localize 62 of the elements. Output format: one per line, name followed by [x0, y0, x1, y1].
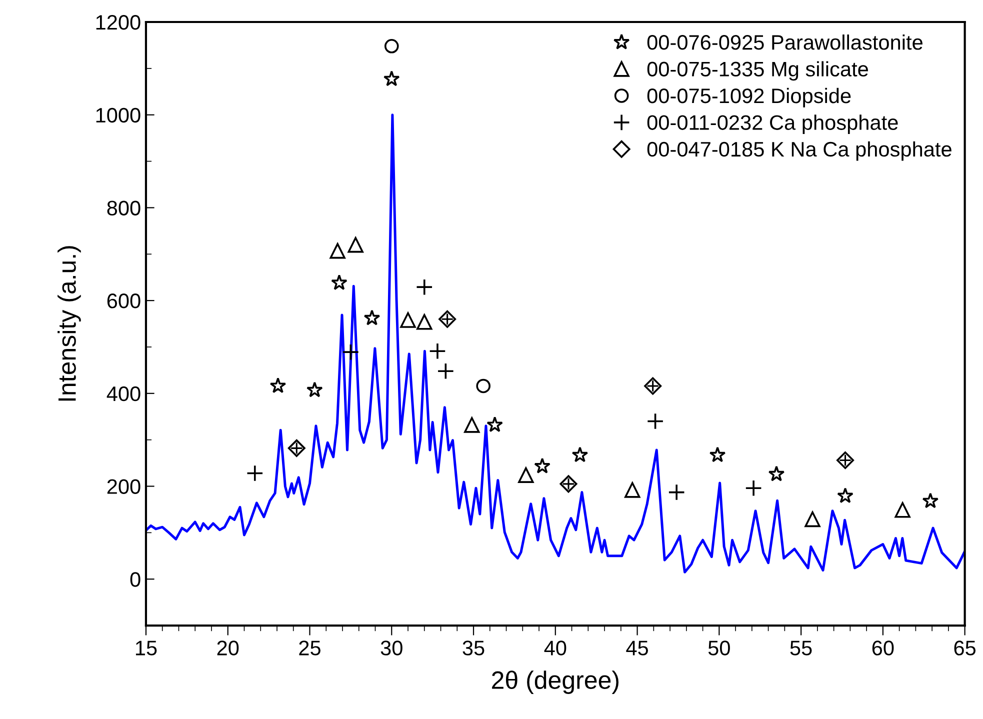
point: [768, 466, 785, 482]
point: [364, 310, 380, 326]
point: [560, 475, 578, 493]
point: [246, 464, 264, 482]
y-tick-label: 1200: [96, 15, 140, 30]
x-tick-label: 25: [299, 640, 320, 656]
point: [922, 492, 939, 508]
point: [270, 377, 286, 394]
point: [384, 38, 399, 54]
legend-label: 00-075-1335 Mg silicate: [647, 61, 868, 81]
point: [804, 511, 820, 528]
point: [836, 451, 854, 470]
point: [464, 417, 480, 433]
x-tick-label: 15: [136, 640, 157, 656]
x-tick-label: 40: [544, 640, 566, 656]
line-series: [146, 114, 965, 574]
x-tick-label: 65: [954, 640, 976, 656]
point: [416, 278, 433, 296]
y-tick-label: 0: [130, 572, 140, 587]
point: [331, 274, 348, 290]
point: [476, 378, 490, 394]
point: [400, 312, 416, 328]
y-tick-label: 200: [107, 479, 140, 494]
point: [416, 314, 432, 330]
point: [837, 487, 854, 504]
x-axis-title: 2θ (degree): [492, 670, 618, 694]
legend-label: 00-011-0232 Ca phosphate: [647, 114, 898, 134]
point: [306, 382, 323, 398]
legend-label: 00-075-1092 Diopside: [647, 88, 851, 108]
legend-label: 00-047-0185 K Na Ca phosphate: [647, 141, 952, 161]
x-tick-label: 35: [462, 640, 484, 656]
point: [646, 412, 664, 430]
point: [534, 458, 550, 474]
legend-label: 00-076-0925 Parawollastonite: [647, 34, 922, 50]
point: [486, 416, 503, 432]
point: [428, 342, 446, 360]
point: [894, 502, 910, 518]
point: [624, 482, 640, 498]
point: [288, 439, 306, 457]
point: [330, 243, 346, 259]
point: [437, 362, 454, 380]
point: [668, 484, 686, 501]
point: [745, 480, 762, 497]
x-tick-label: 45: [626, 640, 648, 656]
y-tick-label: 1000: [96, 108, 140, 123]
x-tick-label: 55: [790, 640, 812, 656]
point: [383, 70, 400, 86]
point: [438, 310, 456, 328]
x-tick-label: 50: [708, 640, 730, 656]
point: [342, 344, 360, 361]
x-tick-label: 60: [872, 640, 894, 656]
x-tick-label: 20: [217, 640, 239, 656]
point: [348, 236, 364, 253]
y-axis-title: Intensity (a.u.): [58, 246, 81, 401]
point: [572, 446, 588, 462]
y-tick-label: 400: [106, 386, 140, 402]
point: [644, 377, 662, 395]
x-tick-label: 30: [380, 640, 402, 656]
point: [518, 467, 534, 483]
y-tick-label: 800: [107, 200, 140, 216]
y-tick-label: 600: [107, 294, 140, 308]
point: [709, 446, 726, 462]
